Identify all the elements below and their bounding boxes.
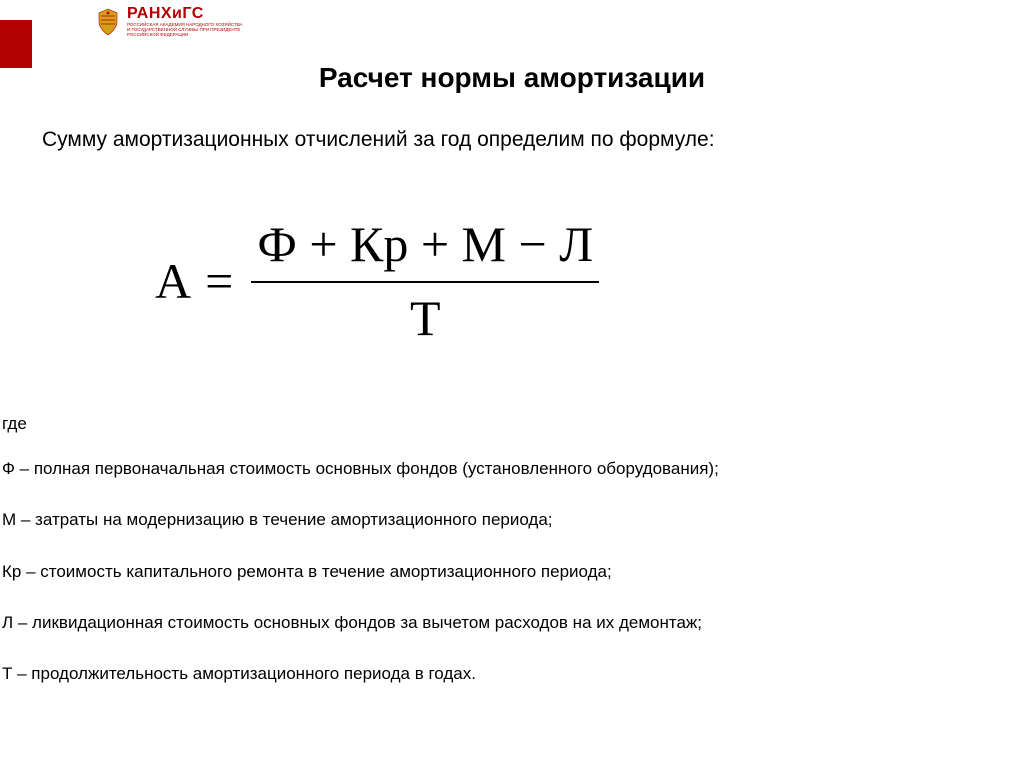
- formula: А = Ф + Кр + М − Л Т: [155, 215, 599, 347]
- logo-subtitle: РОССИЙСКАЯ АКАДЕМИЯ НАРОДНОГО ХОЗЯЙСТВА …: [127, 23, 247, 38]
- emblem-icon: [95, 7, 121, 37]
- logo: РАНХиГС РОССИЙСКАЯ АКАДЕМИЯ НАРОДНОГО ХО…: [95, 6, 247, 38]
- definitions-list: Ф – полная первоначальная стоимость осно…: [2, 458, 1004, 714]
- definition-item: Кр – стоимость капитального ремонта в те…: [2, 561, 1004, 582]
- formula-denominator: Т: [410, 283, 441, 347]
- equals-sign: =: [205, 252, 233, 310]
- formula-fraction: Ф + Кр + М − Л Т: [251, 215, 599, 347]
- definition-item: М – затраты на модернизацию в течение ам…: [2, 509, 1004, 530]
- definition-item: Т – продолжительность амортизационного п…: [2, 663, 1004, 684]
- formula-lhs: А: [155, 252, 191, 310]
- page-title: Расчет нормы амортизации: [0, 62, 1024, 94]
- where-label: где: [2, 414, 27, 434]
- intro-text: Сумму амортизационных отчислений за год …: [42, 128, 715, 152]
- definition-item: Ф – полная первоначальная стоимость осно…: [2, 458, 1004, 479]
- formula-numerator: Ф + Кр + М − Л: [251, 215, 599, 283]
- accent-bar: [0, 20, 32, 68]
- definition-item: Л – ликвидационная стоимость основных фо…: [2, 612, 1004, 633]
- logo-text: РАНХиГС РОССИЙСКАЯ АКАДЕМИЯ НАРОДНОГО ХО…: [127, 6, 247, 38]
- logo-title: РАНХиГС: [127, 6, 247, 22]
- slide: РАНХиГС РОССИЙСКАЯ АКАДЕМИЯ НАРОДНОГО ХО…: [0, 0, 1024, 767]
